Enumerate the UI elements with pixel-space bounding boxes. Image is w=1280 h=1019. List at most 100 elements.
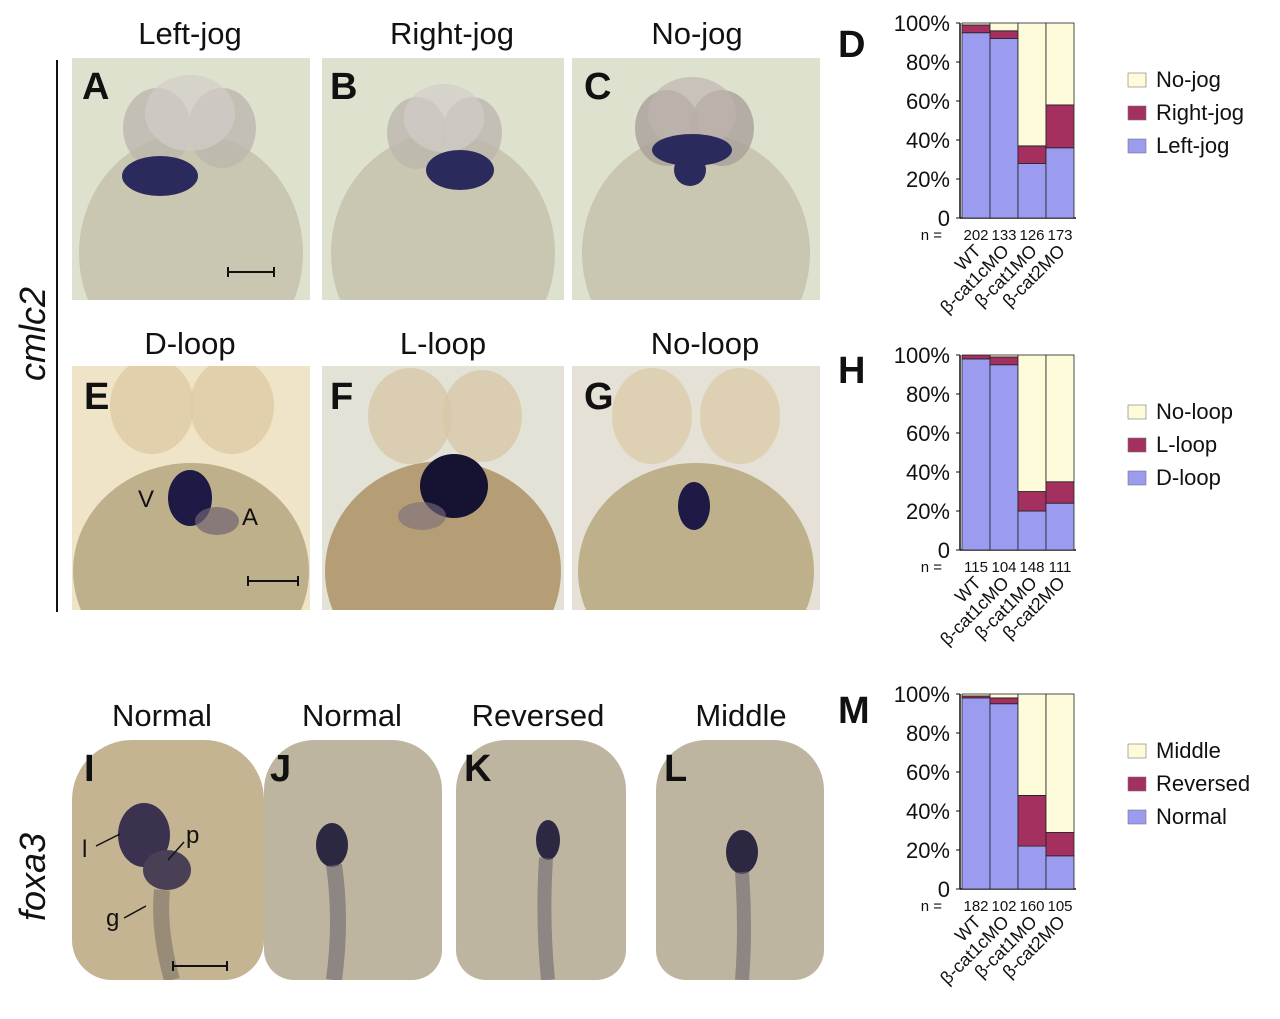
n-value-label: 115 — [964, 559, 988, 576]
image-panel-f — [322, 366, 564, 610]
panel-letter-h: H — [838, 350, 866, 392]
bar-segment — [1045, 693, 1075, 833]
legend-label: No-jog — [1156, 67, 1221, 92]
bar-segment — [1017, 845, 1047, 890]
n-prefix-label: n = — [921, 227, 943, 244]
annotation-ventricle: V — [138, 486, 155, 513]
bar-segment — [989, 22, 1019, 32]
panel-letter-e: E — [84, 376, 110, 418]
bar-segment — [961, 693, 991, 697]
y-tick-label: 60% — [906, 89, 950, 114]
panel-letter-i: I — [84, 748, 95, 790]
bar-segment — [961, 32, 991, 219]
y-tick-label: 20% — [906, 499, 950, 524]
embryo-image-e — [72, 366, 310, 610]
title-left-jog: Left-jog — [138, 16, 242, 51]
cmlc2-divider-line — [56, 60, 58, 612]
bar-segment — [1017, 22, 1047, 147]
legend-label: Reversed — [1156, 771, 1250, 796]
bar-segment — [989, 697, 1019, 705]
y-tick-label: 100% — [894, 11, 950, 36]
n-value-label: 104 — [991, 559, 1016, 576]
panel-letter-g: G — [584, 376, 614, 418]
embryo-image-f — [322, 366, 564, 610]
bar-segment — [1045, 354, 1075, 483]
image-panel-a — [72, 58, 310, 300]
legend-label: Middle — [1156, 738, 1221, 763]
n-value-label: 102 — [991, 898, 1016, 915]
n-prefix-label: n = — [921, 898, 943, 915]
embryo-image-c — [572, 58, 820, 300]
n-value-label: 173 — [1047, 227, 1072, 244]
image-panel-g — [572, 366, 820, 610]
y-tick-label: 40% — [906, 460, 950, 485]
annotation-pointer-lines — [95, 833, 185, 919]
embryo-image-g — [572, 366, 820, 610]
y-tick-label: 100% — [894, 682, 950, 707]
title-normal-i: Normal — [112, 698, 212, 733]
title-d-loop: D-loop — [144, 326, 236, 361]
image-panel-b — [322, 58, 564, 300]
legend-label: No-loop — [1156, 399, 1233, 424]
bar-segment — [1045, 855, 1075, 890]
title-middle: Middle — [695, 698, 787, 733]
scale-bar — [227, 267, 275, 277]
annotation-atrium: A — [242, 504, 259, 531]
bar-segment — [1045, 502, 1075, 551]
bar-segment — [961, 22, 991, 26]
bar-segment — [961, 24, 991, 34]
n-value-label: 111 — [1049, 559, 1072, 576]
bar-segment — [1017, 510, 1047, 551]
y-tick-label: 80% — [906, 50, 950, 75]
legend-swatch — [1127, 809, 1147, 825]
n-value-label: 160 — [1019, 898, 1044, 915]
legend-swatch — [1127, 776, 1147, 792]
y-tick-label: 40% — [906, 799, 950, 824]
panel-letter-j: J — [270, 748, 292, 790]
title-l-loop: L-loop — [399, 326, 487, 361]
title-normal-j: Normal — [302, 698, 402, 733]
embryo-image-b — [322, 58, 564, 300]
y-tick-label: 60% — [906, 760, 950, 785]
bar-segment — [1045, 832, 1075, 857]
n-value-label: 148 — [1019, 559, 1044, 576]
n-value-label: 133 — [991, 227, 1016, 244]
stacked-bar-chart-d: 020%40%60%80%100%202WT133β-cat1cMO126β-c… — [894, 11, 1244, 317]
y-tick-label: 60% — [906, 421, 950, 446]
embryo-image-a — [72, 58, 310, 300]
bar-segment — [1045, 481, 1075, 504]
title-right-jog: Right-jog — [389, 16, 515, 51]
legend-swatch — [1127, 743, 1147, 759]
legend-swatch — [1127, 470, 1147, 486]
y-tick-label: 0 — [938, 877, 950, 902]
bar-segment — [961, 358, 991, 551]
scale-bar — [172, 961, 228, 971]
embryo-image-j — [264, 740, 442, 980]
panel-letter-d: D — [838, 24, 866, 66]
y-tick-label: 80% — [906, 721, 950, 746]
n-value-label: 202 — [963, 227, 988, 244]
bar-segment — [989, 364, 1019, 551]
legend-label: Right-jog — [1156, 100, 1244, 125]
legend-label: Left-jog — [1156, 133, 1229, 158]
bar-segment — [1017, 354, 1047, 492]
bar-segment — [989, 38, 1019, 219]
panel-letter-f: F — [330, 376, 354, 418]
legend-swatch — [1127, 72, 1147, 88]
bar-segment — [1045, 22, 1075, 106]
legend-label: Normal — [1156, 804, 1227, 829]
image-panel-j — [264, 740, 442, 980]
y-tick-label: 20% — [906, 838, 950, 863]
n-value-label: 182 — [963, 898, 988, 915]
legend-swatch — [1127, 105, 1147, 121]
panel-letter-k: K — [464, 748, 492, 790]
bar-segment — [1017, 491, 1047, 512]
bar-segment — [1045, 104, 1075, 149]
bar-segment — [1045, 147, 1075, 219]
image-panel-k — [456, 740, 626, 980]
y-tick-label: 0 — [938, 206, 950, 231]
image-panel-c — [572, 58, 820, 300]
y-tick-label: 20% — [906, 167, 950, 192]
scale-bar — [247, 576, 299, 586]
stacked-bar-chart-h: 020%40%60%80%100%115WT104β-cat1cMO148β-c… — [894, 343, 1233, 649]
